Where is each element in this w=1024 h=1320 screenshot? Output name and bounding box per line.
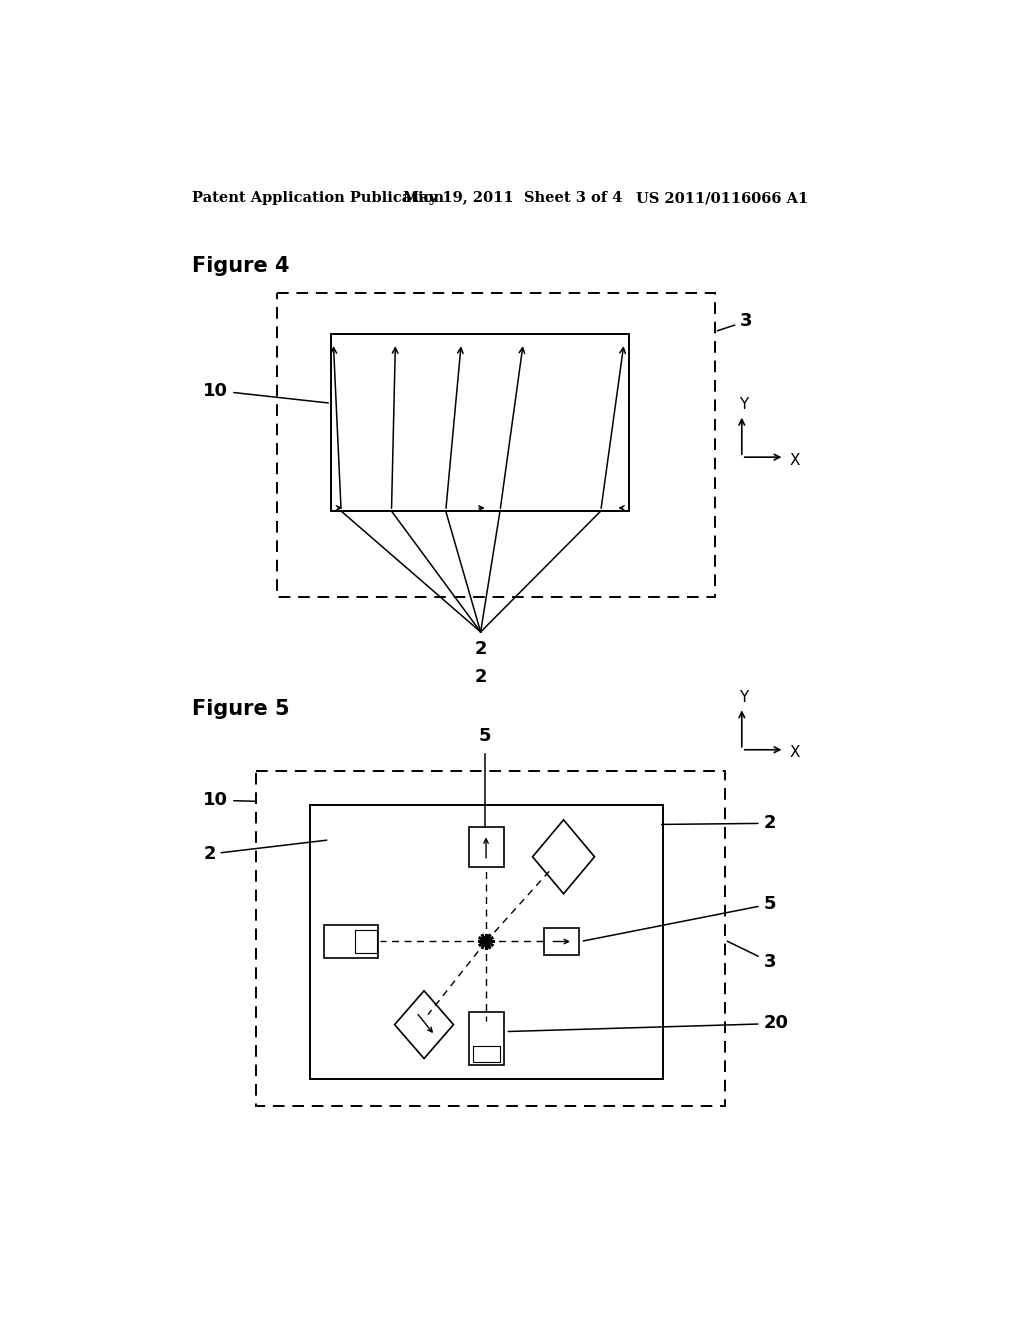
Text: Figure 4: Figure 4 — [191, 256, 289, 276]
Polygon shape — [394, 991, 454, 1059]
Text: 10: 10 — [203, 381, 329, 403]
Bar — [310, 805, 663, 1078]
Bar — [276, 293, 715, 597]
Text: 5: 5 — [584, 895, 776, 941]
Text: Figure 5: Figure 5 — [191, 700, 289, 719]
Text: 2: 2 — [474, 668, 486, 686]
Text: 3: 3 — [727, 941, 776, 972]
Bar — [469, 826, 504, 867]
Text: 2: 2 — [662, 814, 776, 833]
Polygon shape — [532, 820, 595, 894]
Bar — [324, 925, 378, 958]
Text: 3: 3 — [718, 313, 753, 331]
Bar — [331, 334, 630, 511]
Text: 5: 5 — [478, 727, 490, 746]
Text: US 2011/0116066 A1: US 2011/0116066 A1 — [636, 191, 808, 206]
Bar — [544, 928, 579, 956]
Text: Patent Application Publication: Patent Application Publication — [193, 191, 444, 206]
Text: 10: 10 — [203, 791, 255, 809]
Text: Y: Y — [739, 397, 749, 412]
Bar — [469, 1012, 504, 1065]
Text: 2: 2 — [474, 639, 486, 657]
Bar — [355, 929, 377, 953]
Text: X: X — [790, 453, 801, 467]
Text: May 19, 2011  Sheet 3 of 4: May 19, 2011 Sheet 3 of 4 — [403, 191, 623, 206]
Bar — [473, 1047, 500, 1061]
Bar — [256, 771, 725, 1106]
Text: Y: Y — [739, 690, 749, 705]
Text: X: X — [790, 746, 801, 760]
Text: 20: 20 — [508, 1015, 788, 1032]
Text: 2: 2 — [203, 840, 327, 863]
